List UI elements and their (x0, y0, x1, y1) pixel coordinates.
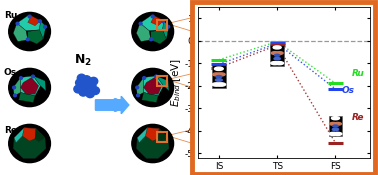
Polygon shape (28, 16, 40, 26)
Polygon shape (20, 76, 40, 96)
Polygon shape (156, 76, 169, 91)
Bar (212, 65, 226, 88)
Polygon shape (28, 30, 43, 44)
Bar (329, 116, 342, 136)
Polygon shape (144, 76, 164, 96)
Polygon shape (35, 128, 45, 142)
Polygon shape (151, 30, 166, 44)
Circle shape (212, 73, 220, 76)
Polygon shape (136, 78, 144, 96)
Circle shape (334, 122, 341, 125)
Circle shape (12, 86, 15, 89)
Circle shape (333, 125, 338, 127)
Polygon shape (146, 128, 159, 141)
Circle shape (273, 46, 281, 49)
Text: Os: Os (4, 68, 17, 77)
Circle shape (16, 22, 19, 25)
Circle shape (217, 83, 226, 86)
Polygon shape (14, 128, 24, 143)
Circle shape (332, 128, 339, 131)
Circle shape (39, 20, 41, 23)
Circle shape (76, 79, 84, 87)
Circle shape (332, 117, 339, 120)
Circle shape (271, 62, 279, 65)
Polygon shape (136, 128, 169, 159)
Circle shape (43, 25, 46, 28)
Polygon shape (20, 78, 39, 94)
Circle shape (150, 38, 152, 41)
Polygon shape (13, 78, 20, 96)
Polygon shape (151, 16, 164, 26)
Polygon shape (144, 78, 162, 94)
Circle shape (89, 77, 98, 85)
Text: $\mathbf{N_2}$: $\mathbf{N_2}$ (74, 53, 92, 68)
Circle shape (9, 12, 50, 51)
Circle shape (28, 15, 31, 18)
Circle shape (9, 68, 50, 107)
Polygon shape (40, 21, 46, 39)
Circle shape (162, 20, 164, 23)
Circle shape (334, 132, 342, 135)
Polygon shape (13, 23, 28, 41)
Text: Re: Re (4, 126, 17, 135)
Circle shape (274, 57, 280, 60)
Circle shape (274, 54, 280, 56)
Circle shape (151, 15, 154, 18)
Circle shape (82, 76, 91, 83)
Bar (270, 45, 284, 66)
Circle shape (74, 85, 82, 93)
Circle shape (14, 94, 16, 97)
Circle shape (215, 79, 222, 81)
Circle shape (143, 77, 146, 79)
Circle shape (132, 124, 174, 163)
Circle shape (88, 82, 96, 90)
Polygon shape (22, 128, 36, 141)
FancyArrow shape (95, 96, 129, 114)
Circle shape (276, 62, 284, 65)
Circle shape (276, 52, 283, 54)
Circle shape (329, 132, 337, 135)
Circle shape (139, 22, 142, 25)
Circle shape (91, 87, 99, 94)
Text: Re: Re (352, 113, 364, 122)
Circle shape (20, 77, 22, 79)
Polygon shape (17, 16, 40, 31)
Bar (156, 20, 167, 30)
Circle shape (155, 75, 158, 78)
Circle shape (212, 83, 221, 86)
Circle shape (136, 94, 139, 97)
Circle shape (136, 86, 139, 89)
Circle shape (132, 12, 174, 51)
Circle shape (86, 90, 94, 98)
Circle shape (217, 73, 225, 76)
Circle shape (77, 74, 86, 82)
Text: Os: Os (341, 86, 354, 96)
Polygon shape (136, 23, 151, 41)
Polygon shape (158, 128, 168, 142)
Circle shape (81, 84, 89, 91)
Polygon shape (137, 128, 147, 143)
Circle shape (271, 52, 278, 54)
Polygon shape (163, 21, 169, 39)
Polygon shape (13, 128, 46, 159)
Polygon shape (140, 16, 164, 31)
Circle shape (216, 75, 222, 78)
Circle shape (167, 25, 170, 28)
Bar (156, 76, 167, 86)
Circle shape (79, 88, 87, 96)
Text: Ru: Ru (352, 68, 364, 78)
Polygon shape (19, 92, 35, 103)
Text: Ru: Ru (4, 10, 17, 19)
Polygon shape (142, 92, 158, 103)
Y-axis label: $E_{bind}$ [eV]: $E_{bind}$ [eV] (169, 58, 183, 107)
Circle shape (132, 68, 174, 107)
Circle shape (214, 67, 223, 71)
Circle shape (330, 122, 337, 125)
Circle shape (26, 38, 29, 41)
Circle shape (9, 124, 50, 163)
Circle shape (32, 75, 34, 78)
Polygon shape (33, 76, 46, 91)
Bar (156, 132, 167, 142)
